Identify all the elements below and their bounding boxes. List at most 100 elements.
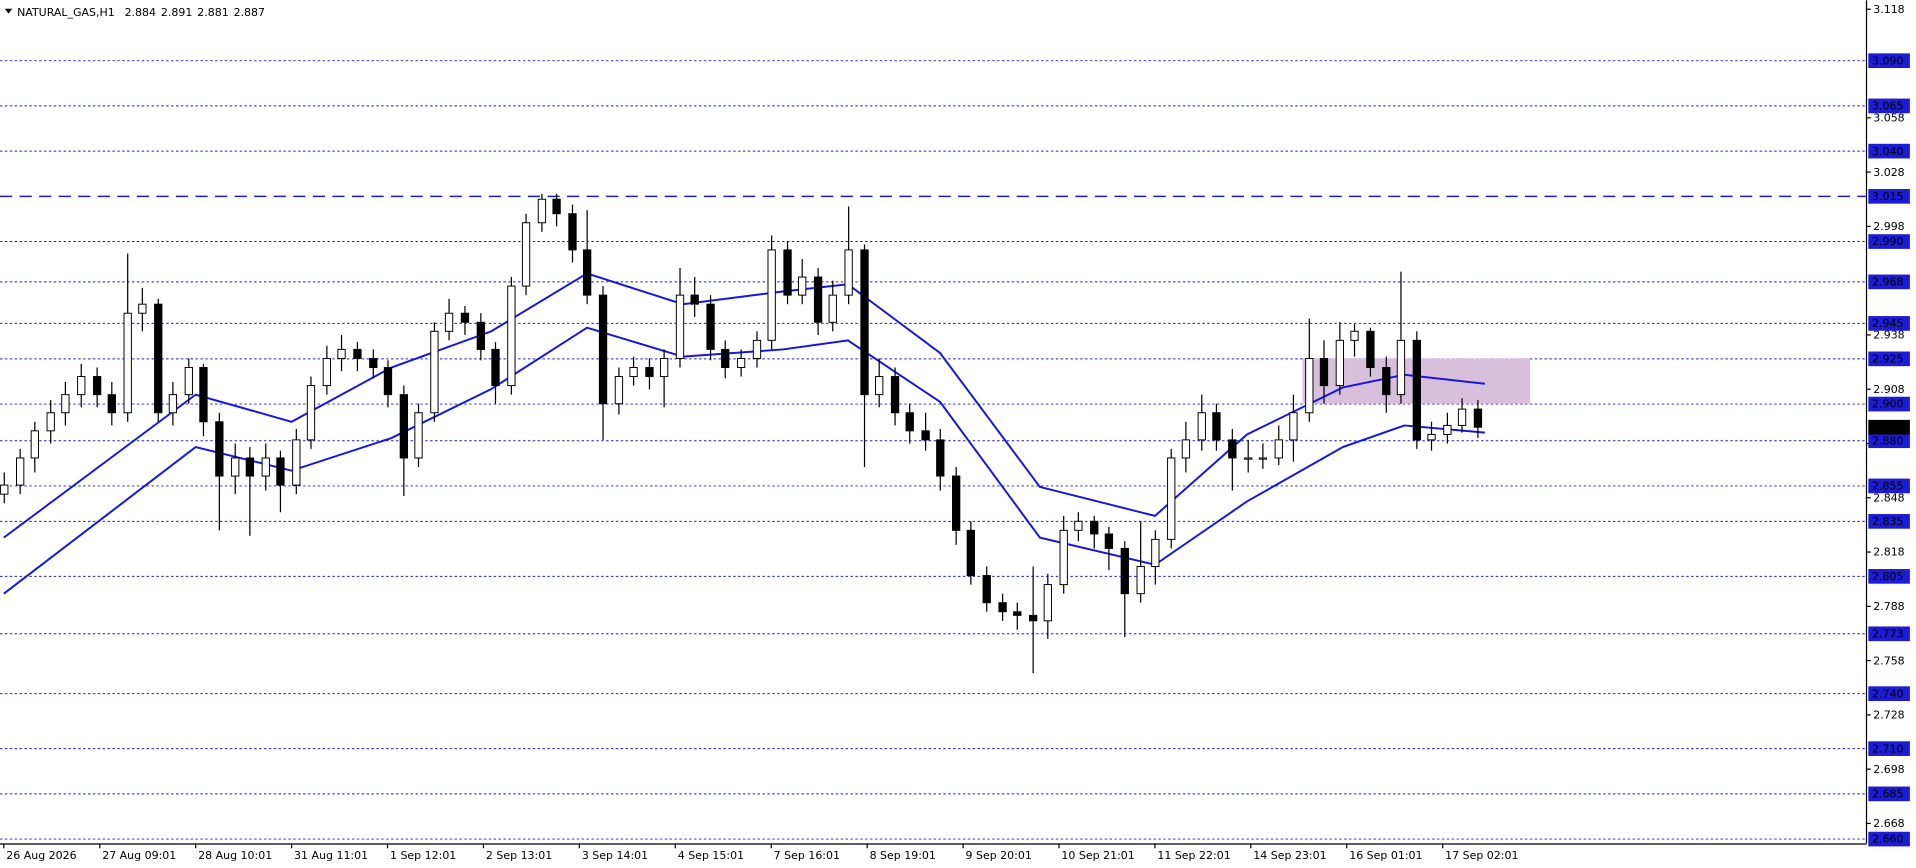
level-label: 2.660 — [1872, 833, 1903, 846]
candle-body — [614, 376, 624, 405]
candle-body — [507, 285, 516, 387]
candle-body — [1167, 457, 1176, 540]
candle-body — [184, 367, 193, 396]
level-label-box — [1868, 626, 1910, 642]
level-label-box — [1868, 478, 1910, 494]
candle-body — [798, 276, 807, 296]
header-price: 2.884 — [125, 6, 156, 19]
candle-body — [966, 529, 975, 577]
candle-body — [1090, 520, 1099, 535]
level-label-box — [1868, 53, 1910, 69]
x-tick-label: 26 Aug 2026 — [6, 849, 76, 862]
symbol-header: NATURAL_GAS,H1 2.884 2.891 2.881 2.887 — [17, 6, 265, 19]
candle-body — [1412, 339, 1421, 441]
level-label: 2.855 — [1872, 480, 1903, 493]
candle-body — [1443, 424, 1452, 435]
candle-body — [905, 412, 914, 432]
candle-body — [430, 330, 439, 414]
candle-body — [1151, 538, 1160, 568]
candle-body — [1427, 433, 1436, 441]
y-tick-label: 2.938 — [1873, 329, 1904, 342]
level-label: 2.968 — [1872, 276, 1903, 289]
y-tick-label: 2.698 — [1873, 763, 1904, 776]
candle-body — [552, 198, 561, 215]
candle-body — [1366, 330, 1375, 368]
header-price: 2.891 — [161, 6, 192, 19]
y-tick-label: 2.818 — [1873, 546, 1904, 559]
candle-body — [1197, 412, 1206, 441]
candle-body — [537, 198, 547, 224]
level-label: 2.900 — [1872, 398, 1903, 411]
candle-body — [1043, 584, 1052, 622]
y-tick-label: 2.998 — [1873, 220, 1904, 233]
candle-body — [752, 339, 762, 359]
level-label: 2.945 — [1872, 317, 1903, 330]
last-price-box — [1868, 419, 1910, 435]
candle-body — [92, 376, 102, 396]
candle-body — [292, 439, 301, 486]
level-label-box — [1868, 274, 1910, 290]
candle-body — [1274, 439, 1283, 459]
candle-body — [322, 357, 332, 387]
y-tick-label: 3.118 — [1873, 3, 1904, 16]
candle-body — [1457, 408, 1467, 426]
candle-body — [1059, 529, 1068, 586]
candle-body — [444, 312, 454, 332]
candle-body — [721, 348, 730, 368]
x-tick-label: 16 Sep 01:01 — [1349, 849, 1422, 862]
level-label: 3.015 — [1872, 190, 1903, 203]
candle-body — [936, 439, 945, 477]
candle-body — [998, 602, 1007, 613]
candle-body — [690, 294, 699, 305]
symbol: NATURAL_GAS,H1 — [17, 6, 115, 19]
candle-body — [736, 357, 746, 368]
header-price: 2.881 — [197, 6, 228, 19]
candle-body — [1244, 457, 1253, 460]
candle-body — [875, 376, 884, 396]
level-label-box — [1868, 514, 1910, 529]
candle-body — [890, 376, 900, 414]
x-tick-label: 27 Aug 09:01 — [102, 849, 176, 862]
level-label: 3.040 — [1872, 145, 1903, 158]
x-tick-label: 1 Sep 12:01 — [390, 849, 456, 862]
candle-body — [199, 367, 208, 423]
candle-body — [383, 367, 393, 396]
x-tick-label: 17 Sep 02:01 — [1445, 849, 1518, 862]
candle-body — [399, 394, 409, 459]
x-tick-label: 14 Sep 23:01 — [1253, 849, 1326, 862]
level-label-box — [1868, 351, 1910, 367]
header-price: 2.887 — [234, 6, 265, 19]
x-tick-label: 8 Sep 19:01 — [870, 849, 936, 862]
candle-body — [1396, 339, 1406, 396]
candle-body — [568, 213, 577, 251]
candle-body — [231, 457, 240, 477]
y-tick-label: 3.058 — [1873, 111, 1904, 124]
level-label: 2.805 — [1872, 570, 1903, 583]
candle-body — [61, 394, 70, 414]
candle-body — [1289, 412, 1298, 441]
y-tick-label: 2.758 — [1873, 654, 1904, 667]
level-label-box — [1868, 569, 1910, 584]
candle-body — [353, 348, 362, 359]
y-tick-label: 2.668 — [1873, 817, 1904, 830]
candle-body — [1319, 357, 1329, 387]
level-label: 2.925 — [1872, 353, 1903, 366]
candle-body — [77, 376, 86, 396]
candle-body — [30, 430, 39, 459]
x-tick-label: 28 Aug 10:01 — [198, 849, 272, 862]
level-label-box — [1868, 396, 1910, 412]
x-tick-label: 2 Sep 13:01 — [486, 849, 552, 862]
y-tick-label: 2.728 — [1873, 709, 1904, 722]
candle-body — [598, 294, 608, 405]
x-tick-label: 31 Aug 11:01 — [294, 849, 368, 862]
candle-body — [1136, 566, 1145, 595]
level-label-box — [1868, 786, 1910, 802]
moving-average — [3, 326, 1485, 595]
candle-body — [1350, 330, 1359, 341]
level-label: 2.773 — [1872, 627, 1903, 640]
candle-body — [261, 457, 270, 477]
menu-triangle — [4, 8, 13, 14]
level-label-box — [1868, 316, 1910, 331]
level-label: 2.710 — [1872, 742, 1903, 755]
x-tick-label: 10 Sep 21:01 — [1061, 849, 1134, 862]
